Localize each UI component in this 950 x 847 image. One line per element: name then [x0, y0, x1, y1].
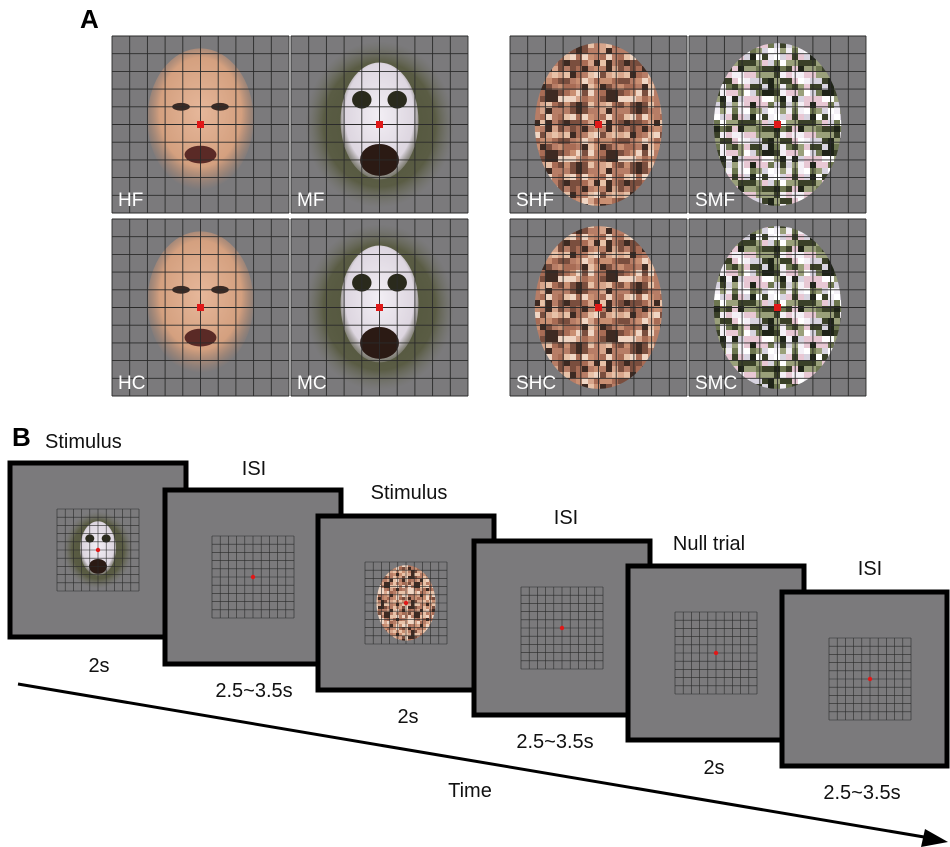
frame-title: ISI [554, 507, 578, 529]
arrow-head [921, 829, 948, 847]
stimulus-tile: MF [290, 35, 469, 214]
time-label: Time [448, 780, 492, 802]
stimulus-tile: SHF [509, 35, 688, 214]
fixation-dot [867, 676, 873, 682]
fixation-dot [250, 574, 256, 580]
fixation-dot [403, 600, 409, 606]
stimulus-tile: HF [111, 35, 290, 214]
time-arrow [17, 682, 931, 840]
trial-frame [625, 563, 807, 743]
frame-duration: 2s [88, 655, 109, 677]
fixation-dot [197, 121, 204, 128]
fixation-dot [197, 304, 204, 311]
tile-label: MC [297, 373, 327, 394]
tile-label: SHF [516, 190, 554, 211]
frame-duration: 2.5~3.5s [215, 680, 292, 702]
panel-label: A [80, 4, 99, 34]
fixation-dot [376, 121, 383, 128]
trial-frame [7, 460, 189, 640]
stimulus-tile: MC [290, 218, 469, 397]
frame-title: Stimulus [45, 431, 122, 453]
trial-frame [471, 538, 653, 718]
stimulus-tile: HC [111, 218, 290, 397]
trial-frame [779, 589, 950, 769]
fixation-dot [713, 650, 719, 656]
stimulus-tile: SMC [688, 218, 867, 397]
fixation-dot [595, 121, 602, 128]
tile-label: HF [118, 190, 143, 211]
fixation-dot [774, 121, 781, 128]
frame-duration: 2s [397, 706, 418, 728]
frame-title: ISI [242, 458, 266, 480]
trial-frame [162, 487, 344, 667]
tile-label: SHC [516, 373, 556, 394]
stimulus-tile: SHC [509, 218, 688, 397]
fixation-dot [95, 547, 101, 553]
frame-title: Null trial [673, 533, 745, 555]
frame-title: Stimulus [371, 482, 448, 504]
frame-duration: 2.5~3.5s [516, 731, 593, 753]
stimulus-tile: SMF [688, 35, 867, 214]
tile-label: MF [297, 190, 324, 211]
fixation-dot [774, 304, 781, 311]
tile-label: HC [118, 373, 145, 394]
fixation-dot [595, 304, 602, 311]
frame-duration: 2s [703, 757, 724, 779]
panel-label: B [12, 422, 31, 452]
tile-label: SMF [695, 190, 735, 211]
fixation-dot [559, 625, 565, 631]
fixation-dot [376, 304, 383, 311]
frame-title: ISI [858, 558, 882, 580]
tile-label: SMC [695, 373, 737, 394]
frame-duration: 2.5~3.5s [823, 782, 900, 804]
trial-frame [315, 513, 497, 693]
